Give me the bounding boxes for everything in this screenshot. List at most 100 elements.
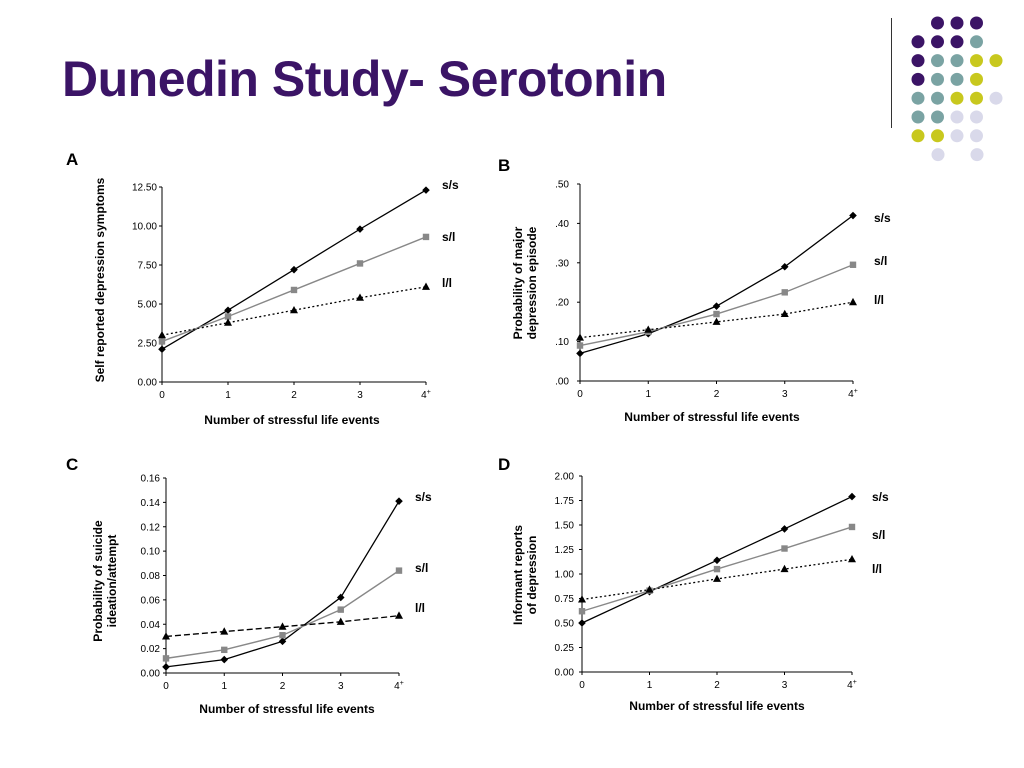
x-tick-label: 3 [357, 390, 363, 401]
data-point-square [356, 260, 364, 267]
data-point-square [422, 233, 430, 241]
data-point-diamond [395, 497, 403, 505]
series-s-l [158, 233, 430, 345]
data-point-diamond [422, 186, 430, 194]
data-point-square [578, 608, 586, 615]
data-point-triangle [576, 333, 584, 341]
data-point-triangle [278, 622, 287, 630]
chart-panel-c: C 0.00 0.02 0.04 0.06 0.08 0.10 0.12 0.14 0.16 0 1 2… [66, 455, 432, 716]
x-tick-label: 1 [647, 680, 653, 691]
series-line [165, 570, 400, 660]
x-tick-label: 3 [782, 389, 788, 400]
x-tick-label: 4+ [847, 679, 857, 691]
y-tick-label: 0.75 [555, 594, 575, 605]
x-tick-label: 2 [280, 681, 286, 692]
data-point-diamond [713, 556, 721, 565]
y-tick-label: 0.02 [141, 644, 161, 655]
data-point-triangle [644, 325, 653, 333]
y-tick-label: 0.00 [555, 668, 575, 679]
y-tick-label: 2.50 [138, 339, 158, 350]
data-point-triangle [780, 564, 789, 573]
data-point-diamond [849, 211, 857, 220]
series-s-s [576, 211, 857, 358]
y-tick-label: 7.50 [138, 261, 158, 272]
data-point-square [337, 606, 344, 613]
y-tick-label: 0.16 [141, 474, 161, 485]
x-tick-label: 0 [163, 681, 169, 692]
series-line [165, 615, 400, 638]
data-point-diamond [576, 349, 584, 358]
series-label: s/l [442, 230, 455, 244]
y-tick-label: .30 [555, 258, 569, 269]
panel-letter: B [498, 156, 510, 175]
y-tick-label: .00 [555, 377, 569, 388]
series-label: l/l [874, 293, 884, 307]
y-tick-label: 12.50 [132, 183, 157, 194]
x-tick-label: 1 [645, 389, 651, 400]
y-tick-label: 0.06 [141, 595, 161, 606]
data-point-square [781, 289, 788, 296]
series-label: l/l [872, 562, 882, 576]
y-tick-label: 0.12 [141, 522, 161, 533]
data-point-triangle [422, 282, 430, 290]
data-point-triangle [220, 627, 229, 635]
slide-title: Dunedin Study- Serotonin [62, 51, 667, 107]
chart-panel-b: B .00 .10 .20 .30 .40 .50 0 1 2 3 4+ Number of stres… [498, 156, 891, 424]
data-point-square [849, 261, 857, 268]
data-point-triangle [336, 617, 345, 625]
data-point-square [781, 545, 788, 552]
data-point-diamond [220, 655, 229, 664]
data-point-diamond [848, 492, 856, 501]
y-tick-label: 5.00 [138, 300, 158, 311]
data-point-diamond [578, 619, 586, 627]
x-tick-label: 2 [714, 389, 720, 400]
data-point-triangle [290, 305, 298, 314]
y-axis-title: Probability of suicide [91, 520, 105, 642]
y-axis-title: ideation/attempt [105, 535, 119, 628]
y-axis-title: Self reported depression symptoms [93, 177, 107, 382]
data-point-square [713, 310, 720, 318]
y-tick-label: 1.75 [555, 496, 575, 507]
series-label: l/l [442, 276, 452, 290]
series-label: l/l [415, 601, 425, 615]
y-tick-label: 1.25 [555, 545, 575, 556]
series-label: s/s [872, 490, 889, 504]
data-point-square [395, 567, 403, 574]
x-tick-label: 1 [225, 390, 231, 401]
y-tick-label: .20 [555, 298, 569, 309]
data-point-diamond [780, 262, 789, 271]
chart-panel-d: D 0.00 0.25 0.50 0.75 1.00 1.25 1.50 1.75 2.00 0 1 2… [498, 455, 889, 713]
data-point-triangle [849, 297, 857, 306]
data-point-diamond [356, 225, 364, 233]
series-s-l [162, 567, 403, 662]
x-tick-label: 3 [782, 680, 788, 691]
x-tick-label: 0 [579, 680, 585, 691]
x-tick-label: 4+ [421, 389, 431, 401]
series-s-l [578, 523, 856, 615]
y-tick-label: .50 [555, 180, 569, 191]
y-axis-title: Informant reports [511, 525, 525, 625]
x-tick-label: 0 [159, 390, 165, 401]
y-tick-label: .10 [555, 337, 569, 348]
x-axis-title: Number of stressful life events [199, 702, 375, 716]
series-label: s/l [874, 254, 887, 268]
data-point-square [162, 655, 170, 662]
data-point-square [158, 338, 166, 345]
data-point-diamond [290, 265, 298, 274]
y-tick-label: 0.25 [555, 643, 575, 654]
y-tick-label: 1.00 [555, 570, 575, 581]
x-tick-label: 3 [338, 681, 344, 692]
data-point-triangle [356, 293, 364, 301]
series-label: s/l [415, 561, 428, 575]
panel-letter: D [498, 455, 510, 474]
chart-panel-a: A 0.00 2.50 5.00 7.50 10.00 12.50 0 1 2 3 4+ Number … [66, 150, 459, 427]
data-point-triangle [780, 309, 789, 318]
y-tick-label: 10.00 [132, 222, 157, 233]
y-tick-label: 0.14 [141, 498, 161, 509]
y-tick-label: 0.50 [555, 619, 575, 630]
data-point-square [290, 286, 298, 294]
series-l-l [162, 611, 403, 640]
data-point-triangle [158, 330, 166, 339]
series-l-l [578, 555, 856, 603]
